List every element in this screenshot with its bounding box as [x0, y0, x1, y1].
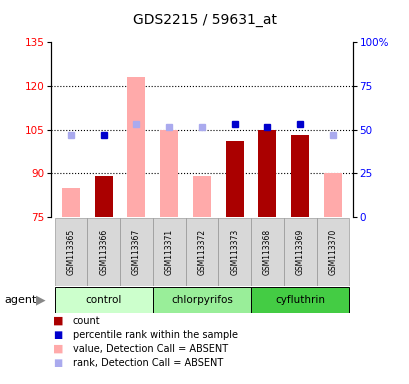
- Bar: [153, 218, 185, 286]
- Bar: [120, 218, 153, 286]
- Bar: [127, 77, 145, 217]
- Text: GSM113366: GSM113366: [99, 229, 108, 275]
- Text: ▶: ▶: [36, 293, 45, 306]
- Text: GSM113367: GSM113367: [132, 229, 141, 275]
- Text: ■: ■: [53, 358, 63, 368]
- Bar: [87, 218, 120, 286]
- Bar: [250, 287, 348, 313]
- Text: rank, Detection Call = ABSENT: rank, Detection Call = ABSENT: [73, 358, 222, 368]
- Text: GSM113369: GSM113369: [295, 229, 304, 275]
- Bar: [193, 176, 210, 217]
- Text: GSM113373: GSM113373: [229, 229, 238, 275]
- Text: chlorpyrifos: chlorpyrifos: [171, 295, 232, 305]
- Text: percentile rank within the sample: percentile rank within the sample: [73, 330, 237, 340]
- Bar: [185, 218, 218, 286]
- Bar: [323, 173, 341, 217]
- Text: GSM113368: GSM113368: [262, 229, 271, 275]
- Text: GSM113372: GSM113372: [197, 229, 206, 275]
- Text: ■: ■: [53, 330, 63, 340]
- Bar: [160, 130, 178, 217]
- Text: control: control: [85, 295, 121, 305]
- Bar: [316, 218, 348, 286]
- Bar: [62, 188, 80, 217]
- Text: value, Detection Call = ABSENT: value, Detection Call = ABSENT: [73, 344, 227, 354]
- Bar: [250, 218, 283, 286]
- Bar: [54, 218, 87, 286]
- Text: GSM113370: GSM113370: [328, 229, 337, 275]
- Bar: [153, 287, 250, 313]
- Text: agent: agent: [4, 295, 36, 305]
- Text: GSM113371: GSM113371: [164, 229, 173, 275]
- Bar: [225, 141, 243, 217]
- Text: count: count: [73, 316, 100, 326]
- Bar: [290, 136, 308, 217]
- Bar: [94, 176, 112, 217]
- Bar: [218, 218, 250, 286]
- Text: ■: ■: [53, 344, 64, 354]
- Text: ■: ■: [53, 316, 64, 326]
- Bar: [54, 287, 153, 313]
- Bar: [258, 130, 276, 217]
- Text: GDS2215 / 59631_at: GDS2215 / 59631_at: [133, 13, 276, 27]
- Text: cyfluthrin: cyfluthrin: [274, 295, 324, 305]
- Text: GSM113365: GSM113365: [66, 229, 75, 275]
- Bar: [283, 218, 316, 286]
